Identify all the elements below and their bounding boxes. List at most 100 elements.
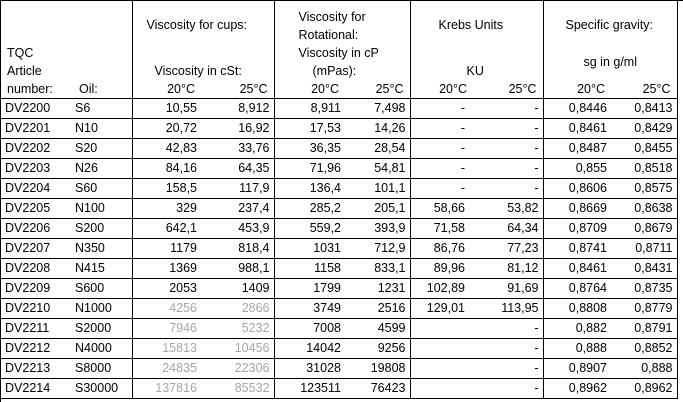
cell-article: DV2208 <box>1 258 71 279</box>
cell-rot-25: 393,9 <box>345 218 411 239</box>
cell-cups-25: 64,35 <box>201 158 275 179</box>
cell-cups-20: 158,5 <box>132 178 201 199</box>
cell-krebs-25: 64,34 <box>469 218 544 239</box>
header-oil: Oil: <box>71 1 133 99</box>
cell-rot-20: 17,53 <box>274 118 345 139</box>
cell-sg-25: 0,8413 <box>611 98 678 119</box>
cell-cups-20: 4256 <box>132 298 201 319</box>
cell-krebs-25: 53,82 <box>469 198 544 219</box>
table-row: DV2211 S2000 7946 5232 7008 4599 -0,882 0,8791 <box>1 318 678 339</box>
cell-sg-25: 0,8735 <box>611 278 678 299</box>
cell-krebs-25: - <box>469 178 544 199</box>
cell-oil: S200 <box>71 218 133 239</box>
cell-cups-25: 85532 <box>201 378 275 399</box>
cell-sg-25: 0,8779 <box>611 298 678 319</box>
cell-rot-25: 76423 <box>345 378 411 399</box>
cell-rot-20: 8,911 <box>274 98 345 119</box>
cell-sg-20: 0,888 <box>543 338 611 359</box>
cell-article: DV2211 <box>1 318 71 339</box>
header-cups-20: Viscosity for cups: Viscosity in cSt: 20… <box>132 1 247 99</box>
cell-rot-25: 28,54 <box>345 138 411 159</box>
cell-krebs-25: - <box>469 358 544 379</box>
cell-cups-25: 453,9 <box>201 218 275 239</box>
cell-sg-20: 0,8764 <box>543 278 611 299</box>
cell-krebs-25: - <box>469 98 544 119</box>
table-row: DV2212 N4000 15813 10456 14042 9256 -0,888 0,88… <box>1 338 678 359</box>
header-oil-label: Oil: <box>79 82 98 96</box>
cell-rot-25: 712,9 <box>345 238 411 259</box>
cell-cups-25: 237,4 <box>201 198 275 219</box>
table-row: DV2200 S6 10,55 8,912 8,911 7,498- -0,8446 0,84… <box>1 98 678 119</box>
cell-rot-25: 2516 <box>345 298 411 319</box>
cell-krebs-20: - <box>410 178 469 199</box>
cell-cups-20: 329 <box>132 198 201 219</box>
cell-cups-20: 42,83 <box>132 138 201 159</box>
cell-sg-20: 0,8606 <box>543 178 611 199</box>
cell-krebs-25: 77,23 <box>469 238 544 259</box>
cell-rot-25: 101,1 <box>345 178 411 199</box>
cell-krebs-25: - <box>469 338 544 359</box>
cell-sg-25: 0,8455 <box>611 138 678 159</box>
cell-oil: S30000 <box>71 378 133 399</box>
cell-cups-25: 10456 <box>201 338 275 359</box>
cell-krebs-25: - <box>469 158 544 179</box>
cell-krebs-25: 113,95 <box>469 298 544 319</box>
cell-cups-20: 1369 <box>132 258 201 279</box>
cell-rot-25: 9256 <box>345 338 411 359</box>
cell-oil: N100 <box>71 198 133 219</box>
table-row: DV2214 S30000 137816 85532 123511 76423-0,896… <box>1 378 678 399</box>
table-row: DV2210 N1000 4256 2866 3749 2516 129,01 113,95 0… <box>1 298 678 319</box>
cell-rot-20: 559,2 <box>274 218 345 239</box>
header-article-line2: Article <box>7 64 42 78</box>
cell-krebs-25: 91,69 <box>469 278 544 299</box>
cell-oil: N350 <box>71 238 133 259</box>
cell-article: DV2207 <box>1 238 71 259</box>
cell-sg-25: 0,888 <box>611 358 678 379</box>
cell-rot-25: 205,1 <box>345 198 411 219</box>
table-row: DV2201 N10 20,72 16,92 17,53 14,26- -0,8461 0,8… <box>1 118 678 139</box>
cell-rot-20: 1158 <box>274 258 345 279</box>
cell-cups-20: 642,1 <box>132 218 201 239</box>
table-left-border <box>0 0 1 402</box>
cell-oil: S2000 <box>71 318 133 339</box>
cell-cups-20: 24835 <box>132 358 201 379</box>
cell-rot-20: 1031 <box>274 238 345 259</box>
cell-sg-25: 0,8429 <box>611 118 678 139</box>
table-row: DV2205 N100 329 237,4 285,2 205,1 58,66 53,82 0,… <box>1 198 678 219</box>
cell-article: DV2200 <box>1 98 71 119</box>
cell-article: DV2210 <box>1 298 71 319</box>
header-rot-25c: 25°C <box>375 82 404 96</box>
cell-sg-20: 0,8709 <box>543 218 611 239</box>
cell-rot-20: 3749 <box>274 298 345 319</box>
header-article-line3: number: <box>7 82 53 96</box>
cell-sg-20: 0,882 <box>543 318 611 339</box>
cell-sg-25: 0,8575 <box>611 178 678 199</box>
header-rot-25: 25°C <box>345 1 411 99</box>
cell-oil: N4000 <box>71 338 133 359</box>
table-header-row: TQC Article number: Oil: Viscosity for c… <box>1 1 678 99</box>
cell-rot-20: 71,96 <box>274 158 345 179</box>
cell-krebs-20: 58,66 <box>410 198 469 219</box>
cell-cups-20: 84,16 <box>132 158 201 179</box>
cell-sg-25: 0,8711 <box>611 238 678 259</box>
cell-krebs-25: - <box>469 378 544 399</box>
cell-article: DV2202 <box>1 138 71 159</box>
cell-article: DV2212 <box>1 338 71 359</box>
header-sg-20: Specific gravity: sg in g/ml 20°C <box>543 1 653 99</box>
cell-cups-25: 16,92 <box>201 118 275 139</box>
cell-rot-25: 1231 <box>345 278 411 299</box>
cell-cups-25: 5232 <box>201 318 275 339</box>
header-cups-25: 25°C <box>201 1 275 99</box>
cell-article: DV2204 <box>1 178 71 199</box>
table-row: DV2203 N26 84,16 64,35 71,96 54,81- -0,855 0,85… <box>1 158 678 179</box>
cell-sg-20: 0,8907 <box>543 358 611 379</box>
cell-article: DV2205 <box>1 198 71 219</box>
cell-sg-20: 0,8461 <box>543 258 611 279</box>
cell-sg-20: 0,8741 <box>543 238 611 259</box>
cell-cups-20: 15813 <box>132 338 201 359</box>
cell-article: DV2213 <box>1 358 71 379</box>
cell-rot-20: 123511 <box>274 378 345 399</box>
cell-sg-25: 0,8431 <box>611 258 678 279</box>
cell-cups-20: 137816 <box>132 378 201 399</box>
header-rot-20: Viscosity for Rotational: Viscosity in c… <box>274 1 379 99</box>
